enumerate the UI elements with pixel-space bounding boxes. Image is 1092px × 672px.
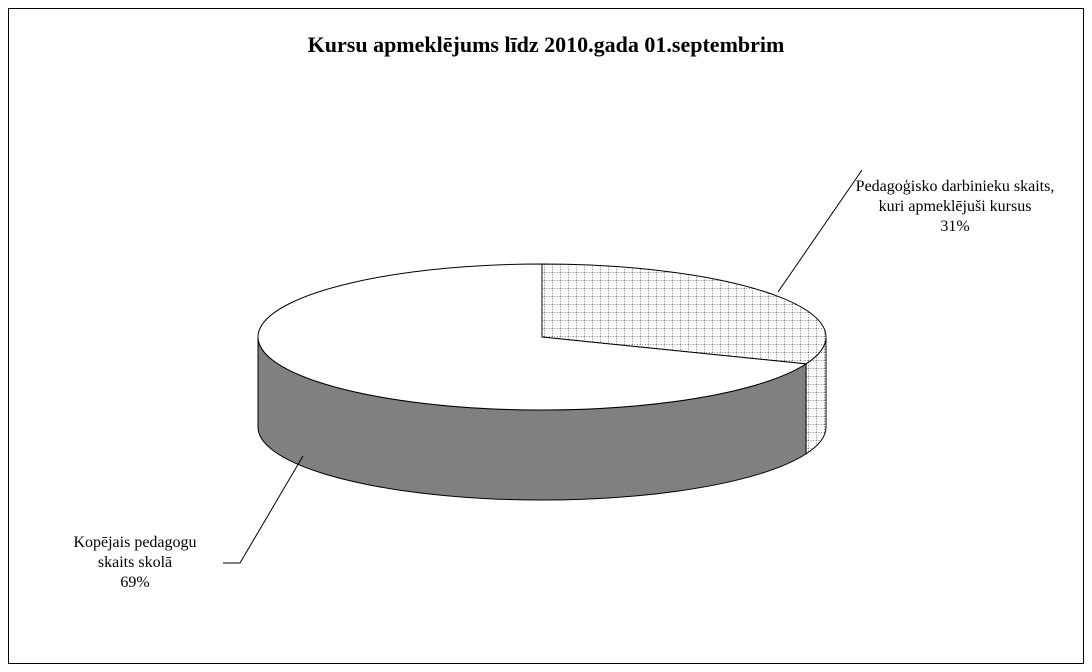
- pie-slice: [257, 263, 808, 411]
- leader-line: [223, 455, 304, 564]
- pie-slice: [541, 263, 827, 365]
- value-label: 69%: [120, 574, 150, 591]
- slice-label: Kopējais pedagogu skaits skolā 69%: [55, 533, 215, 593]
- pie: [257, 263, 827, 501]
- leader-line: [777, 169, 863, 293]
- chart-title: Kursu apmeklējums līdz 2010.gada 01.sept…: [308, 32, 785, 57]
- category-label: Pedagoģisko darbinieku skaits, kuri apme…: [855, 178, 1055, 215]
- value-label: 31%: [940, 218, 970, 235]
- category-label: Kopējais pedagogu skaits skolā: [73, 534, 197, 571]
- slice-label: Pedagoģisko darbinieku skaits, kuri apme…: [855, 177, 1055, 237]
